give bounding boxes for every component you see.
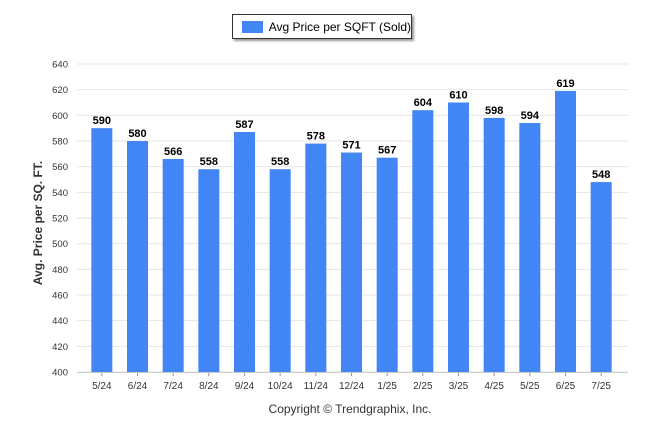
x-tick-label: 7/25: [591, 381, 611, 392]
y-tick-label: 400: [52, 368, 68, 379]
y-tick-label: 460: [52, 291, 68, 302]
legend[interactable]: Avg Price per SQFT (Sold): [232, 14, 412, 39]
bar[interactable]: [376, 157, 398, 372]
x-tick-label: 7/24: [163, 381, 183, 392]
x-tick-label: 5/24: [92, 381, 112, 392]
data-label: 604: [414, 97, 433, 109]
x-axis-ticks: 5/24 6/24 7/24 8/24 9/24 10/24 11/24 12/24 1/25 2…: [77, 372, 628, 392]
y-tick-label: 480: [52, 265, 68, 276]
bar[interactable]: [341, 152, 362, 372]
bar[interactable]: [555, 90, 576, 372]
bars: [91, 90, 612, 373]
bar[interactable]: [305, 143, 327, 372]
x-tick-label: 12/24: [339, 381, 364, 392]
x-tick-label: 1/25: [377, 381, 397, 392]
bar[interactable]: [483, 117, 505, 373]
data-label: 580: [128, 128, 146, 140]
data-labels: 590 580 566 558 587 558 578 571 567 604 610 598 594 6…: [93, 78, 611, 181]
data-label: 558: [271, 156, 289, 168]
data-label: 567: [378, 145, 396, 157]
bar[interactable]: [162, 158, 184, 372]
bar[interactable]: [91, 128, 113, 372]
data-label: 558: [200, 156, 218, 168]
y-tick-label: 440: [52, 316, 68, 327]
bar[interactable]: [448, 102, 469, 373]
x-tick-label: 6/25: [556, 381, 576, 392]
bar[interactable]: [590, 182, 612, 372]
y-tick-label: 620: [52, 85, 68, 96]
x-tick-label: 8/24: [199, 381, 219, 392]
y-tick-label: 600: [52, 111, 68, 122]
data-label: 578: [307, 131, 325, 143]
y-tick-label: 560: [52, 162, 68, 173]
bar[interactable]: [412, 110, 434, 372]
data-label: 566: [164, 146, 182, 158]
y-tick-label: 500: [52, 239, 68, 250]
data-label: 598: [485, 105, 503, 117]
x-tick-label: 5/25: [520, 381, 540, 392]
data-label: 610: [449, 90, 467, 102]
x-tick-label: 10/24: [268, 381, 293, 392]
y-tick-label: 640: [52, 60, 68, 71]
x-tick-label: 6/24: [128, 381, 148, 392]
y-tick-label: 420: [52, 342, 68, 353]
y-tick-label: 540: [52, 188, 68, 199]
data-label: 587: [235, 119, 253, 131]
bar[interactable]: [127, 141, 148, 372]
bar[interactable]: [234, 132, 255, 372]
y-axis-title: Avg. Price per SQ. FT.: [31, 161, 45, 285]
legend-swatch: [242, 20, 263, 33]
x-tick-label: 4/25: [484, 381, 504, 392]
x-tick-label: 2/25: [413, 381, 433, 392]
legend-label: Avg Price per SQFT (Sold): [268, 19, 411, 34]
data-label: 594: [521, 110, 540, 122]
data-label: 619: [556, 78, 574, 90]
data-label: 590: [93, 115, 111, 127]
x-tick-label: 9/24: [235, 381, 255, 392]
data-label: 571: [342, 140, 360, 152]
copyright-text: Copyright © Trendgraphix, Inc.: [268, 402, 432, 416]
x-tick-label: 11/24: [304, 381, 329, 392]
x-tick-label: 3/25: [449, 381, 469, 392]
y-tick-label: 580: [52, 137, 68, 148]
y-axis-ticks: 400 420 440 460 480 500 520 540 560 580 600 620 640: [52, 60, 68, 379]
bar[interactable]: [519, 123, 541, 373]
bar[interactable]: [269, 169, 291, 372]
data-label: 548: [592, 169, 610, 181]
y-tick-label: 520: [52, 214, 68, 225]
bar[interactable]: [198, 169, 220, 372]
